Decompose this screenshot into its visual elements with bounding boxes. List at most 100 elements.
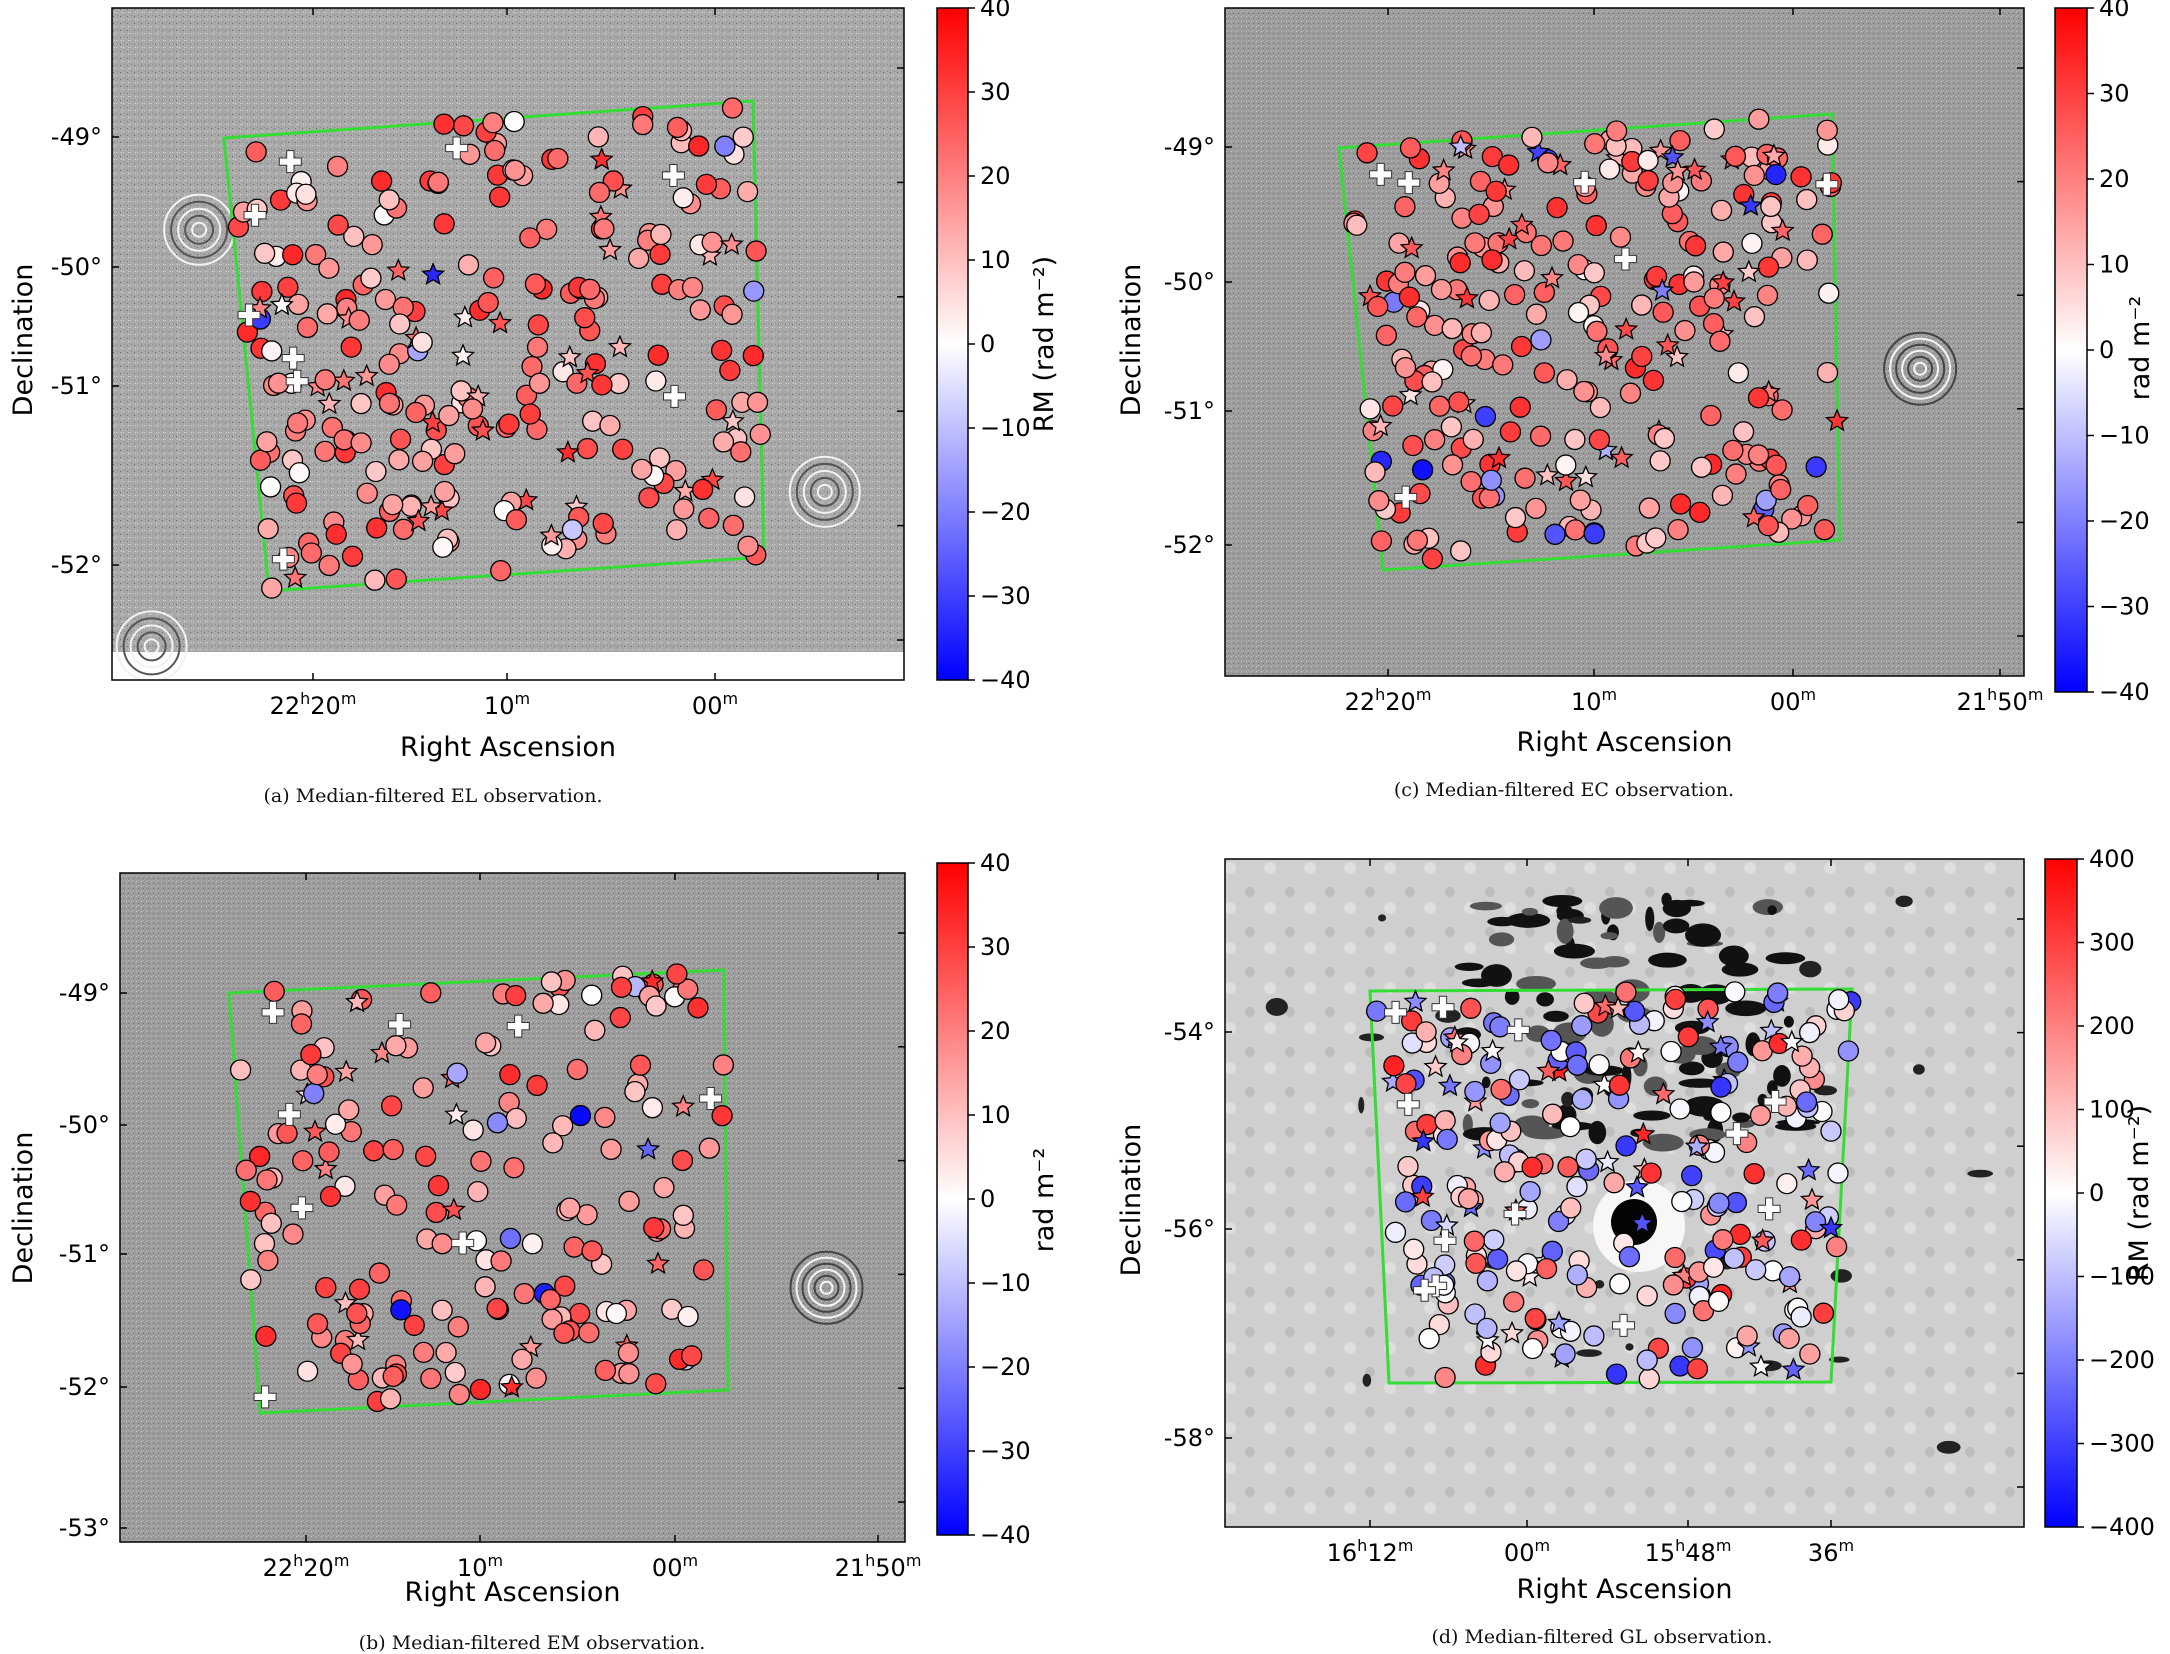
colorbar-tick-label: 30 bbox=[2099, 80, 2130, 108]
source-circle bbox=[1702, 1256, 1725, 1278]
source-circle bbox=[277, 276, 299, 298]
source-circle bbox=[483, 267, 505, 289]
source-star bbox=[1368, 413, 1393, 437]
source-circle bbox=[1366, 1000, 1388, 1022]
ra-tick-label: 10m bbox=[1571, 685, 1617, 716]
colorbar-tick-label: 400 bbox=[2089, 845, 2135, 873]
source-circle bbox=[249, 449, 272, 471]
source-circle bbox=[1464, 1080, 1486, 1103]
source-circle bbox=[539, 1288, 562, 1311]
source-circle bbox=[712, 1054, 735, 1076]
source-star bbox=[1454, 285, 1479, 309]
source-star bbox=[645, 1251, 671, 1275]
source-circle bbox=[1436, 1128, 1458, 1151]
source-circle bbox=[689, 299, 711, 321]
ra-tick-label: 21h50m bbox=[1957, 685, 2044, 716]
ring-artifact bbox=[143, 638, 160, 655]
source-star bbox=[354, 363, 379, 387]
source-plus bbox=[1612, 1313, 1636, 1337]
colorbar-tick-label: 0 bbox=[980, 1185, 995, 1213]
source-circle bbox=[1394, 196, 1416, 218]
source-circle bbox=[1564, 519, 1587, 541]
source-star bbox=[313, 1156, 338, 1180]
source-star bbox=[1799, 1187, 1824, 1211]
source-circle bbox=[256, 1169, 278, 1191]
colorbar bbox=[2054, 7, 2088, 693]
source-circle bbox=[433, 213, 455, 235]
y-axis-label: Declination bbox=[1116, 264, 1147, 417]
source-circle bbox=[705, 399, 728, 421]
source-circle bbox=[1403, 1238, 1425, 1260]
source-circle bbox=[1370, 530, 1393, 552]
source-circle bbox=[552, 1115, 574, 1137]
source-circle bbox=[1722, 439, 1744, 462]
source-star bbox=[1410, 1184, 1435, 1208]
ra-tick-label: 00m bbox=[652, 1551, 698, 1582]
source-circle bbox=[1756, 284, 1779, 307]
source-star bbox=[1750, 1228, 1775, 1251]
source-star bbox=[1650, 278, 1675, 301]
source-circle bbox=[350, 432, 372, 454]
ring-artifact bbox=[177, 207, 222, 252]
source-circle bbox=[1457, 1188, 1480, 1210]
ring-artifact bbox=[807, 1268, 846, 1307]
source-circle bbox=[641, 1097, 664, 1119]
source-star bbox=[598, 237, 623, 261]
source-circle bbox=[1367, 295, 1389, 318]
colorbar-tick-label: −10 bbox=[2099, 422, 2150, 450]
source-circle bbox=[519, 227, 541, 249]
source-circle bbox=[292, 1150, 314, 1172]
source-circle bbox=[1757, 514, 1779, 537]
source-circle bbox=[343, 225, 365, 248]
source-plus bbox=[253, 1385, 277, 1409]
source-circle bbox=[1486, 1248, 1509, 1270]
ring-artifact bbox=[136, 631, 167, 662]
source-circle bbox=[1521, 1337, 1544, 1360]
source-circle bbox=[532, 992, 554, 1014]
plot-frame bbox=[119, 872, 906, 1543]
source-circle bbox=[248, 1145, 271, 1168]
source-circle bbox=[503, 110, 525, 133]
source-circle bbox=[1492, 354, 1514, 376]
source-circle bbox=[296, 1360, 319, 1382]
colorbar-tick-label: −10 bbox=[980, 414, 1031, 442]
source-circle bbox=[1521, 126, 1543, 148]
source-circle bbox=[609, 1006, 631, 1029]
ra-tick-label: 00m bbox=[1504, 1536, 1550, 1567]
source-circle bbox=[378, 392, 401, 414]
source-circle bbox=[1394, 356, 1417, 379]
source-plus bbox=[1763, 1090, 1787, 1114]
source-circle bbox=[1765, 163, 1787, 186]
source-circle bbox=[1636, 1349, 1658, 1371]
source-circle bbox=[324, 1113, 347, 1135]
dec-tick-label: -56° bbox=[1164, 1215, 1215, 1243]
source-circle bbox=[1781, 508, 1803, 530]
source-circle bbox=[1383, 1055, 1405, 1077]
dec-tick-label: -50° bbox=[59, 1111, 110, 1139]
source-circle bbox=[1441, 454, 1464, 476]
source-star bbox=[1779, 1029, 1804, 1053]
source-star bbox=[444, 1102, 469, 1126]
source-circle bbox=[341, 545, 364, 567]
source-circle bbox=[382, 1365, 404, 1388]
map-edge bbox=[112, 652, 904, 680]
source-circle bbox=[1499, 421, 1522, 443]
source-star bbox=[499, 1374, 524, 1398]
source-circle bbox=[1423, 429, 1446, 451]
source-star bbox=[1651, 1081, 1676, 1105]
source-circle bbox=[346, 1302, 368, 1325]
sky-image-d bbox=[1225, 859, 2024, 1527]
source-circle bbox=[261, 577, 283, 599]
source-circle bbox=[712, 431, 735, 453]
source-star bbox=[1708, 1034, 1733, 1058]
ra-tick-label: 22h20m bbox=[1345, 685, 1432, 716]
source-circle bbox=[1566, 1054, 1588, 1076]
source-circle bbox=[714, 135, 736, 157]
source-star bbox=[1486, 445, 1512, 469]
source-circle bbox=[462, 1119, 484, 1141]
source-circle bbox=[1375, 324, 1398, 346]
source-circle bbox=[1504, 506, 1527, 529]
source-circle bbox=[576, 437, 599, 460]
source-circle bbox=[1504, 283, 1526, 306]
colorbar-tick-label: 0 bbox=[2099, 336, 2114, 364]
